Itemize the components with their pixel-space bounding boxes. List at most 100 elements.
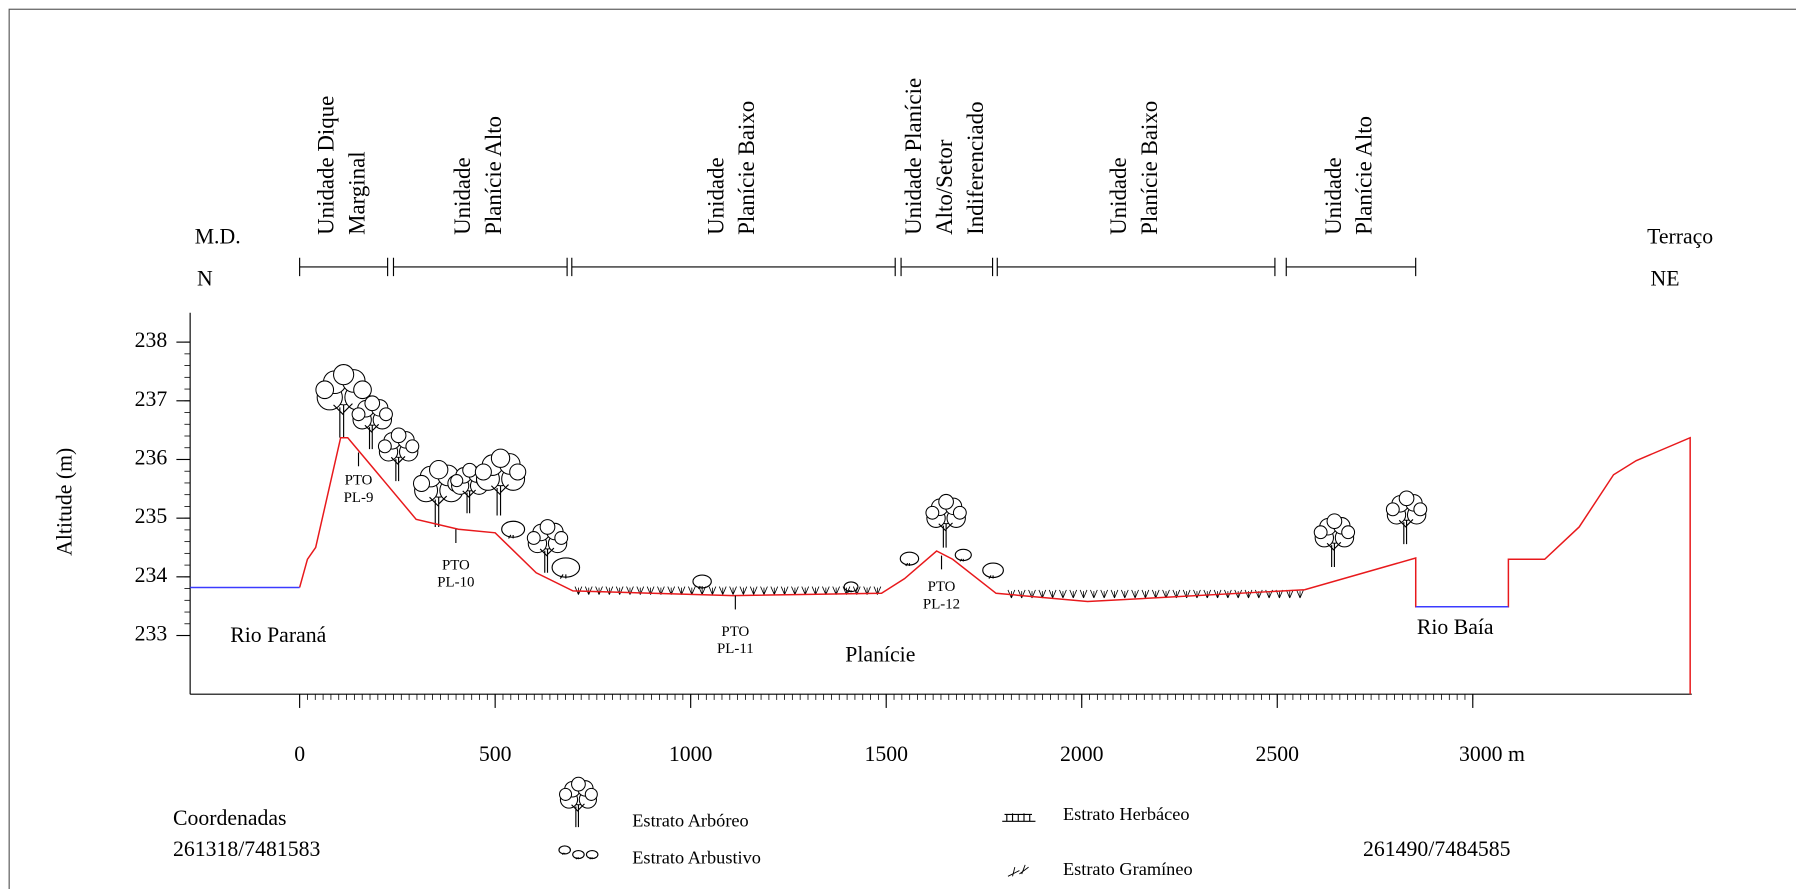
shrub-crown — [955, 549, 971, 560]
unit-label: Unidade Planície — [901, 78, 926, 235]
y-tick-label: 236 — [135, 445, 168, 469]
tree-crown — [380, 408, 393, 421]
tree-crown — [391, 428, 406, 443]
tree-crown — [510, 464, 526, 480]
tree-icon — [475, 449, 525, 515]
tree-trunk — [572, 804, 585, 827]
unit-label: Planície Alto — [481, 116, 506, 235]
tree-crown — [1314, 526, 1327, 539]
shrub-icon — [955, 549, 971, 561]
tree-crown — [352, 408, 365, 421]
tree-trunk — [939, 523, 953, 548]
tree-crown — [463, 463, 477, 477]
end-label: NE — [1651, 267, 1680, 291]
shrub-crown — [559, 846, 570, 854]
tree-crown — [413, 475, 429, 491]
place-label: Planície — [845, 642, 915, 666]
tree-icon — [1386, 491, 1426, 544]
unit-label: Indiferenciado — [963, 101, 988, 234]
tree-trunk — [1399, 519, 1413, 544]
tree-crown — [334, 365, 354, 385]
unit-bracket — [572, 258, 895, 276]
point-label: PL-10 — [437, 575, 474, 591]
tree-crown — [560, 788, 572, 800]
page: Altitude (m) Coordenadas 261318/7481583 … — [0, 0, 1796, 889]
shrub-crown — [983, 563, 1004, 577]
tree-crown — [572, 777, 586, 791]
y-tick-label: 235 — [135, 504, 168, 528]
point-label: PTO — [442, 557, 470, 573]
legend-label: Estrato Gramíneo — [1063, 859, 1193, 879]
unit-label: Planície Alto — [1352, 116, 1377, 235]
tree-crown — [1327, 514, 1342, 529]
unit-label: Unidade — [450, 157, 475, 235]
shrub-crown — [552, 558, 579, 577]
place-label: Rio Baía — [1417, 615, 1494, 639]
tree-icon — [1314, 514, 1354, 567]
tree-crown — [555, 532, 568, 545]
unit-label: Planície Baixo — [1137, 101, 1162, 235]
tree-crown — [939, 494, 954, 509]
legend-label: Estrato Arbóreo — [632, 811, 748, 831]
x-tick-label: 1000 — [669, 742, 713, 766]
place-label: Rio Paraná — [230, 623, 326, 647]
tree-trunk — [391, 456, 405, 481]
legend-label: Estrato Arbustivo — [632, 847, 761, 867]
shrub-crown — [586, 851, 597, 859]
point-label: PL-12 — [923, 596, 960, 612]
end-label: M.D. — [195, 224, 241, 248]
point-label: PTO — [345, 473, 373, 489]
x-tick-label: 0 — [294, 742, 305, 766]
unit-bracket — [393, 258, 567, 276]
unit-bracket — [1286, 258, 1415, 276]
tree-crown — [540, 520, 555, 535]
tree-icon — [926, 494, 966, 547]
tree-crown — [475, 464, 491, 480]
unit-label: Unidade — [1321, 157, 1346, 235]
tree-icon — [378, 428, 418, 481]
coord-end: 261490/7484585 — [1363, 837, 1511, 861]
unit-bracket — [901, 258, 993, 276]
grass-icon — [1008, 865, 1029, 876]
coord-start: 261318/7481583 — [173, 837, 321, 861]
unit-label: Marginal — [344, 151, 369, 235]
point-label: PL-11 — [717, 641, 754, 657]
x-tick-label: 3000 m — [1459, 742, 1525, 766]
shrub-icon — [502, 521, 525, 538]
unit-label: Unidade Dique — [313, 96, 338, 235]
unit-label: Unidade — [1106, 157, 1131, 235]
tree-crown — [430, 461, 448, 479]
shrub-icon — [586, 851, 597, 860]
tree-trunk — [463, 490, 476, 513]
shrub-icon — [552, 558, 579, 579]
tree-crown — [365, 396, 380, 411]
tree-trunk — [1327, 542, 1341, 567]
herb-icon — [1002, 813, 1035, 821]
y-tick-label: 237 — [135, 387, 168, 411]
tree-trunk — [491, 485, 508, 516]
shrub-crown — [502, 521, 525, 537]
end-label: N — [197, 267, 213, 291]
y-tick-label: 234 — [135, 563, 168, 587]
tree-crown — [406, 440, 419, 453]
tree-trunk — [334, 404, 353, 438]
tree-crown — [926, 506, 939, 519]
tree-crown — [1342, 526, 1355, 539]
point-label: PTO — [928, 579, 956, 595]
shrub-icon — [693, 575, 711, 589]
tree-crown — [1399, 491, 1414, 506]
x-tick-label: 2000 — [1060, 742, 1104, 766]
x-tick-label: 2500 — [1256, 742, 1300, 766]
tree-crown — [953, 506, 966, 519]
unit-label: Planície Baixo — [734, 101, 759, 235]
y-axis-label: Altitude (m) — [52, 448, 76, 556]
end-label: Terraço — [1647, 224, 1713, 248]
tree-crown — [527, 532, 540, 545]
tree-crown — [354, 381, 372, 399]
shrub-crown — [900, 552, 918, 565]
unit-label: Alto/Setor — [932, 139, 957, 235]
unit-label: Unidade — [703, 157, 728, 235]
y-tick-label: 233 — [135, 622, 168, 646]
x-tick-label: 1500 — [864, 742, 908, 766]
tree-crown — [378, 440, 391, 453]
